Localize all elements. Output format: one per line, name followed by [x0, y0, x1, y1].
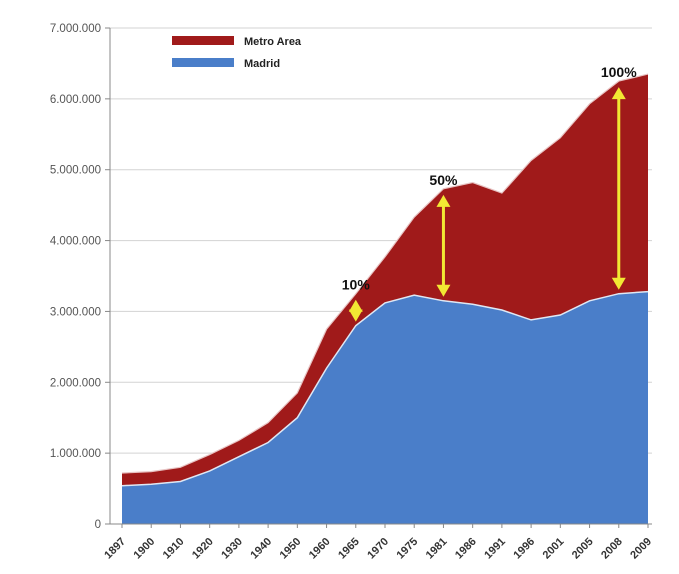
- x-tick-label: 1930: [219, 536, 245, 562]
- annotation-arrow-head-up: [436, 194, 451, 207]
- x-tick-label: 1920: [190, 536, 216, 562]
- y-tick-label: 4.000.000: [50, 236, 101, 248]
- y-tick-label: 2.000.000: [50, 377, 101, 389]
- y-axis: 0 1.000.000 2.000.000 3.000.000 4.000.000 5.0…: [50, 23, 652, 531]
- y-tick-label: 7.000.000: [50, 23, 101, 35]
- x-tick-label: 2009: [628, 536, 654, 562]
- x-tick-label: 1970: [365, 536, 391, 562]
- annotation-arrow-head-down: [611, 277, 626, 290]
- y-tick-label: 6.000.000: [50, 94, 101, 106]
- y-tick-label: 1.000.000: [50, 448, 101, 460]
- legend-label: Metro Area: [244, 36, 302, 48]
- annotation-arrow-head-down: [348, 309, 363, 322]
- x-tick-label: 1996: [511, 536, 537, 562]
- x-axis: 1897 1900 1910 1920 1930 1940 1950 1960 1965 1970…: [102, 524, 654, 561]
- series-area-madrid: [122, 291, 648, 524]
- x-tick-label: 1991: [482, 536, 508, 562]
- legend-swatch-madrid: [172, 58, 234, 67]
- x-tick-label: 2005: [570, 536, 596, 562]
- x-tick-label: 1950: [278, 536, 304, 562]
- series-line-madrid: [121, 290, 649, 487]
- legend-swatch-metro-area: [172, 36, 234, 45]
- annotation-arrow-head-down: [436, 284, 451, 297]
- annotations: 10% 50% 100%: [342, 64, 637, 322]
- x-tick-label: 1900: [132, 536, 158, 562]
- legend: Metro Area Madrid: [172, 36, 302, 70]
- annotation-label: 50%: [429, 172, 458, 188]
- series-line-metro-area: [121, 73, 649, 474]
- annotation-label: 100%: [601, 64, 637, 80]
- y-tick-label: 0: [95, 519, 101, 531]
- x-tick-label: 1975: [395, 536, 421, 562]
- plot-areas: [121, 73, 649, 524]
- x-tick-label: 2001: [541, 536, 567, 562]
- x-tick-label: 1910: [161, 536, 187, 562]
- y-tick-label: 5.000.000: [50, 165, 101, 177]
- y-tick-label: 3.000.000: [50, 306, 101, 318]
- annotation-arrow-head-up: [611, 87, 626, 100]
- x-tick-label: 1897: [102, 536, 128, 562]
- x-tick-label: 2008: [599, 536, 625, 562]
- annotation-arrow-head-up: [348, 299, 363, 312]
- legend-label: Madrid: [244, 58, 280, 70]
- x-tick-label: 1940: [248, 536, 274, 562]
- x-tick-label: 1981: [424, 536, 450, 562]
- x-tick-label: 1986: [453, 536, 479, 562]
- x-tick-label: 1960: [307, 536, 333, 562]
- x-tick-label: 1965: [336, 536, 362, 562]
- annotation-label: 10%: [342, 277, 371, 293]
